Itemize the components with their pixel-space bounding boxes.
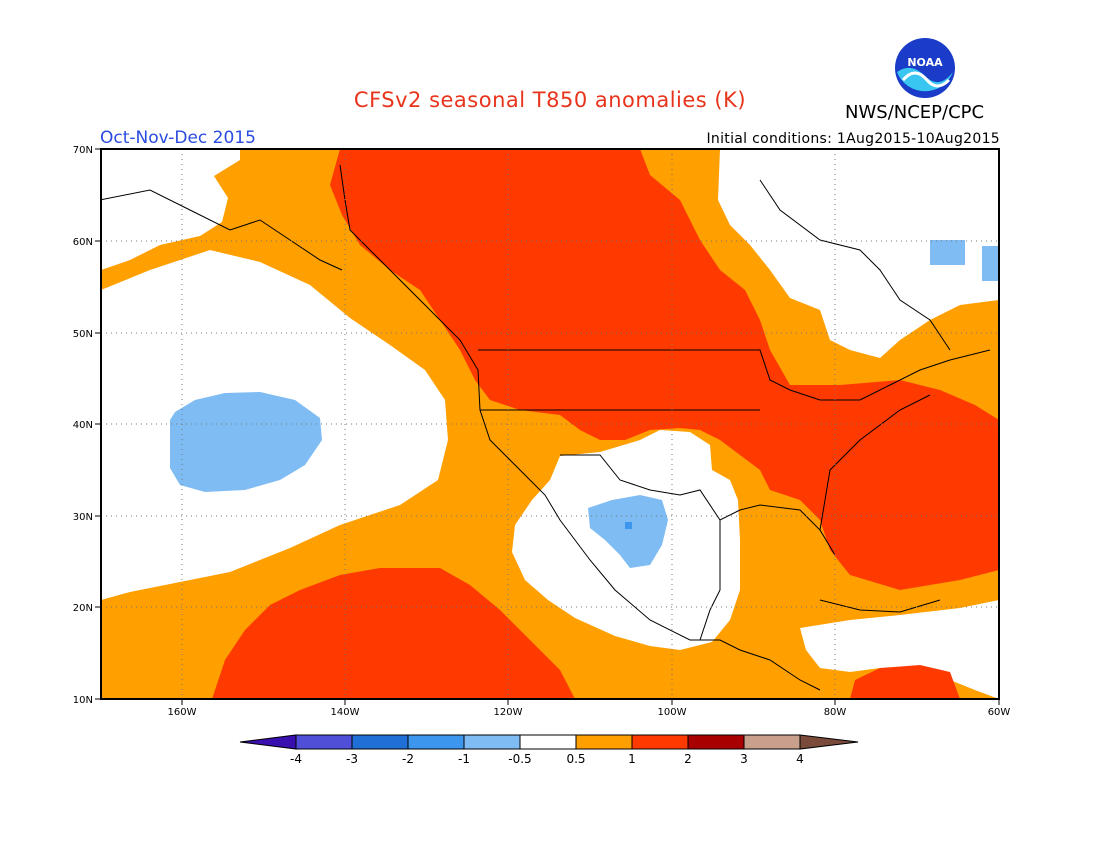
- coastlines: [101, 164, 991, 691]
- lat-label: 60N: [73, 237, 93, 248]
- svg-text:NOAA: NOAA: [907, 56, 943, 69]
- warm-region-east-pacific: [212, 568, 575, 699]
- colorbar-label: -3: [346, 752, 358, 766]
- colorbar-segment: [631, 734, 689, 750]
- colorbar-label: 3: [740, 752, 748, 766]
- initial-conditions-label: Initial conditions: 1Aug2015-10Aug2015: [706, 131, 1000, 147]
- lon-label: 140W: [331, 707, 360, 718]
- colorbar-segment: [519, 734, 577, 750]
- noaa-logo-icon: NOAA: [895, 38, 955, 98]
- colorbar-segment: [351, 734, 409, 750]
- agency-label: NWS/NCEP/CPC: [845, 102, 985, 123]
- colorbar-label: -4: [290, 752, 302, 766]
- lat-label: 10N: [73, 695, 93, 706]
- colorbar-label: -0.5: [508, 752, 531, 766]
- colorbar-segment: [463, 734, 521, 750]
- colorbar: [239, 734, 859, 750]
- lat-label: 70N: [73, 145, 93, 156]
- graticule: [101, 149, 999, 699]
- season-label: Oct-Nov-Dec 2015: [100, 128, 256, 148]
- longitude-labels: 160W 140W 120W 100W 80W 60W: [168, 707, 1011, 718]
- axis-ticks: [95, 148, 1000, 705]
- cool-region-pacific: [170, 392, 322, 492]
- cool-region-southwest-core: [625, 522, 632, 529]
- cool-region-southwest: [588, 495, 668, 568]
- lon-label: 100W: [658, 707, 687, 718]
- warm-region-south-caribbean: [850, 665, 960, 699]
- colorbar-label: 2: [684, 752, 692, 766]
- colorbar-segment: [407, 734, 465, 750]
- colorbar-label: 4: [796, 752, 804, 766]
- colorbar-segment: [239, 734, 297, 750]
- cool-region-greenland-b: [982, 246, 999, 281]
- anomaly-field: [101, 149, 999, 699]
- neutral-region-greenland: [718, 149, 999, 358]
- lat-label: 50N: [73, 329, 93, 340]
- colorbar-label: -1: [458, 752, 470, 766]
- colorbar-segment: [799, 734, 859, 750]
- colorbar-segment: [575, 734, 633, 750]
- lat-label: 30N: [73, 512, 93, 523]
- latitude-labels: 70N 60N 50N 40N 30N 20N 10N: [73, 145, 93, 706]
- lon-label: 60W: [988, 707, 1011, 718]
- lat-label: 40N: [73, 420, 93, 431]
- neutral-region-nw-alaska: [101, 149, 240, 270]
- colorbar-label: -2: [402, 752, 414, 766]
- warm-region-canada-us: [330, 149, 999, 590]
- colorbar-segment: [743, 734, 801, 750]
- cool-region-greenland-a: [930, 240, 965, 265]
- colorbar-segment: [295, 734, 353, 750]
- lat-label: 20N: [73, 603, 93, 614]
- colorbar-label: 0.5: [566, 752, 585, 766]
- map-title: CFSv2 seasonal T850 anomalies (K): [353, 88, 747, 112]
- lon-label: 160W: [168, 707, 197, 718]
- colorbar-label: 1: [628, 752, 636, 766]
- colorbar-labels: -4 -3 -2 -1 -0.5 0.5 1 2 3 4: [290, 752, 804, 766]
- lon-label: 120W: [494, 707, 523, 718]
- colorbar-segment: [687, 734, 745, 750]
- lon-label: 80W: [824, 707, 847, 718]
